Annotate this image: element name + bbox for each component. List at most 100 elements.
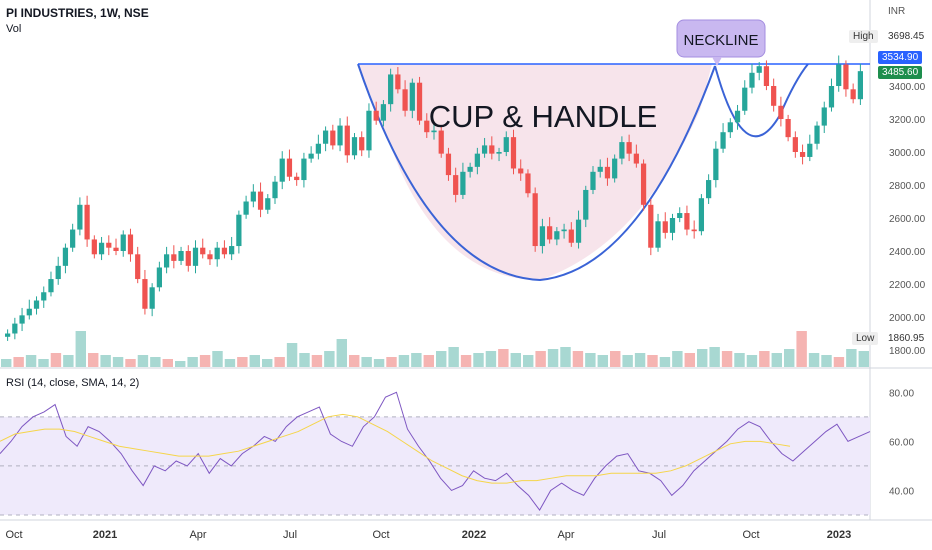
candle-body (142, 279, 148, 309)
candle-body (294, 176, 300, 181)
candle-body (344, 125, 350, 156)
volume-bar (423, 355, 434, 367)
candle-body (33, 300, 40, 309)
candle-body (633, 153, 639, 164)
candle-body (554, 231, 560, 240)
time-tick-label: Oct (5, 529, 22, 541)
rsi-panel: 80.00 60.00 40.00 (0, 388, 914, 516)
candlesticks (5, 55, 863, 341)
candle-body (706, 180, 712, 199)
candle-body (691, 229, 697, 232)
candle-body (185, 251, 191, 266)
candle-body (742, 87, 748, 111)
volume-bar (460, 355, 472, 367)
volume-bar (634, 353, 646, 367)
candle-body (366, 110, 372, 151)
volume-bar (286, 343, 298, 367)
volume-bar (709, 347, 720, 367)
candle-body (539, 226, 546, 247)
volume-label[interactable]: Vol (6, 23, 22, 35)
cup-fill (358, 64, 712, 280)
volume-bar (759, 351, 770, 367)
candle-body (481, 145, 488, 154)
candle-body (120, 234, 126, 251)
candle-body (351, 137, 358, 156)
high-tag-label: High (849, 30, 878, 43)
volume-bar (38, 359, 49, 367)
volume-bar (262, 359, 273, 367)
candle-body (821, 107, 827, 126)
candle-body (192, 247, 199, 266)
candle-body (19, 315, 25, 324)
candle-body (799, 152, 806, 157)
time-tick-label: Oct (742, 529, 759, 541)
candle-body (359, 137, 365, 151)
candle-body (388, 74, 394, 105)
volume-bar (50, 353, 62, 367)
candle-body (453, 175, 459, 195)
price-tick-label: 2600.00 (889, 214, 926, 225)
candle-body (41, 292, 47, 301)
volume-bar (212, 351, 223, 367)
handle-curve (714, 63, 809, 138)
volume-bar (547, 349, 559, 367)
candle-body (756, 66, 762, 73)
symbol-title[interactable]: PI INDUSTRIES, 1W, NSE (6, 6, 149, 20)
candle-body (640, 163, 647, 205)
candle-body (785, 119, 791, 138)
low-tag-label: Low (852, 332, 879, 345)
volume-bar (846, 349, 857, 367)
price-tick-label: 2200.00 (889, 280, 926, 291)
candle-body (135, 254, 141, 280)
volume-bar (150, 357, 161, 367)
volume-bar (585, 353, 596, 367)
candle-body (604, 166, 611, 179)
candle-body (113, 247, 119, 251)
volume-bar (162, 359, 173, 367)
candle-body (5, 333, 11, 337)
volume-bar (100, 355, 111, 367)
volume-bar (299, 353, 310, 367)
volume-bar (249, 355, 260, 367)
candle-body (91, 239, 97, 255)
candle-body (590, 171, 596, 190)
rsi-label[interactable]: RSI (14, close, SMA, 14, 2) (6, 377, 140, 389)
volume-bar (610, 351, 621, 367)
volume-bar (721, 351, 733, 367)
volume-bar (187, 357, 198, 367)
neckline-price-tag: 3534.90 (878, 51, 923, 64)
price-tick-label: 2400.00 (889, 247, 926, 258)
price-tick-label: 3400.00 (889, 82, 926, 93)
candle-body (171, 254, 177, 261)
rsi-tick-label: 80.00 (889, 388, 914, 399)
price-tick-label: 3000.00 (889, 148, 926, 159)
volume-bar (572, 351, 584, 367)
candle-body (445, 153, 452, 176)
candle-body (561, 229, 567, 232)
cup-and-handle-drawing[interactable] (357, 63, 870, 282)
candle-body (207, 254, 213, 260)
candle-body (583, 189, 589, 220)
rsi-tick-label: 60.00 (889, 437, 914, 448)
candle-body (236, 214, 242, 247)
rsi-sma-line (0, 413, 791, 484)
time-tick-label: 2023 (827, 529, 851, 541)
volume-bar (821, 355, 832, 367)
candle-body (662, 221, 668, 233)
candle-body (402, 89, 408, 111)
candle-body (619, 142, 625, 159)
volume-bar (485, 351, 497, 367)
price-tick-label: 2000.00 (889, 313, 926, 324)
candle-body (221, 247, 228, 255)
neckline-callout[interactable]: NECKLINE (676, 19, 766, 66)
volume-bar (771, 353, 782, 367)
volume-bar (274, 357, 285, 367)
candle-body (677, 213, 683, 218)
candle-body (286, 158, 293, 177)
time-tick-label: Apr (557, 529, 574, 541)
candle-body (713, 148, 719, 181)
candle-body (547, 226, 553, 240)
price-axis: 3400.00 3200.00 3000.00 2800.00 2600.00 2400.… (889, 82, 926, 357)
candle-body (272, 181, 278, 199)
